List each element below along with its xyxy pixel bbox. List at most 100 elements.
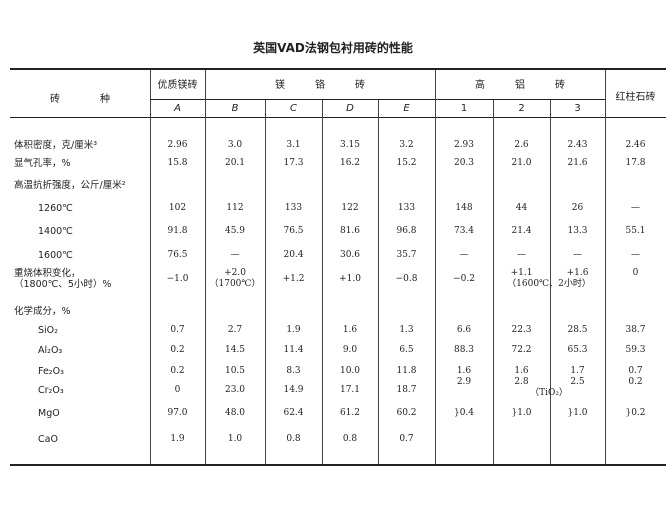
table-cell: 0.7 — [628, 366, 643, 376]
table-cell: +1.0 — [339, 274, 361, 284]
table-cell: 28.5 — [567, 325, 588, 335]
column-divider — [265, 100, 266, 464]
table-cell: 48.0 — [224, 408, 246, 418]
table-cell: 91.8 — [167, 226, 188, 236]
row-label: 高温抗折强度，公斤/厘米² — [14, 180, 126, 191]
header-subcolumn: D — [346, 103, 354, 114]
header-group: 红柱石砖 — [615, 92, 656, 103]
bottom-rule — [10, 464, 666, 466]
table-cell: 55.1 — [625, 226, 646, 236]
header-subcolumn: C — [290, 103, 297, 114]
table-cell: 18.7 — [396, 385, 417, 395]
cell-note: （TiO₂） — [530, 388, 568, 398]
table-cell: 133 — [284, 203, 303, 213]
table-cell: }0.2 — [625, 408, 646, 418]
row-label: 显气孔率，% — [14, 158, 71, 169]
table-cell: 97.0 — [167, 408, 188, 418]
table-cell: 2.9 — [456, 377, 472, 387]
header-subcolumn: 2 — [518, 103, 525, 114]
table-cell: — — [631, 203, 640, 213]
table-cell: 6.5 — [399, 345, 414, 355]
table-cell: 20.1 — [224, 158, 246, 168]
table-cell: 11.8 — [396, 366, 417, 376]
table-cell: 76.5 — [167, 250, 188, 260]
table-cell: 112 — [226, 203, 244, 213]
table-cell: +1.1 — [510, 268, 533, 278]
table-cell: 133 — [397, 203, 416, 213]
cell-note: （1700℃） — [209, 279, 261, 289]
table-cell: 21.0 — [511, 158, 532, 168]
header-subcolumn: 1 — [460, 103, 468, 114]
table-cell: 15.8 — [167, 158, 188, 168]
table-cell: 148 — [455, 203, 473, 213]
table-cell: 88.3 — [453, 345, 475, 355]
column-divider — [150, 70, 151, 464]
header-subcolumn: 3 — [574, 103, 581, 114]
table-cell: — — [631, 250, 640, 260]
row-label: SiO₂ — [38, 325, 58, 336]
table-cell: — — [517, 250, 526, 260]
table-cell: 17.3 — [283, 158, 304, 168]
table-cell: 1.0 — [227, 434, 243, 444]
table-cell: 102 — [168, 203, 187, 213]
table-cell: 3.2 — [399, 140, 414, 150]
table-cell: 59.3 — [625, 345, 646, 355]
header-bottom-rule — [10, 117, 666, 118]
row-label: 1260℃ — [38, 203, 73, 214]
table-cell: 2.93 — [453, 140, 475, 150]
table-cell: 76.5 — [283, 226, 304, 236]
column-divider — [605, 70, 606, 464]
table-cell: 0.7 — [170, 325, 185, 335]
table-cell: +2.0 — [224, 268, 246, 278]
table-cell: 1.6 — [342, 325, 358, 335]
table-cell: — — [230, 250, 240, 260]
table-cell: 81.6 — [339, 226, 361, 236]
row-label: 1600℃ — [38, 250, 73, 261]
table-cell: 3.0 — [227, 140, 243, 150]
table-cell: 2.6 — [514, 140, 529, 150]
table-title: 英国VAD法钢包衬用砖的性能 — [253, 41, 413, 55]
table-cell: −1.0 — [166, 274, 189, 284]
table-cell: −0.8 — [395, 274, 418, 284]
table-cell: 26 — [571, 203, 584, 213]
header-group: 优质镁砖 — [157, 80, 198, 91]
row-label: 1400℃ — [38, 226, 73, 237]
table-cell: 35.7 — [396, 250, 417, 260]
column-divider — [435, 70, 436, 464]
row-label: CaO — [38, 434, 58, 445]
table-cell: 0 — [174, 385, 181, 395]
table-cell: 23.0 — [224, 385, 246, 395]
table-cell: 3.1 — [286, 140, 301, 150]
table-cell: }1.0 — [567, 408, 588, 418]
table-cell: 21.6 — [567, 158, 588, 168]
table-cell: 3.15 — [339, 140, 361, 150]
table-cell: 2.43 — [567, 140, 588, 150]
header-group: 高 铝 砖 — [475, 80, 565, 91]
table-cell: 1.7 — [570, 366, 585, 376]
table-cell: 65.3 — [567, 345, 588, 355]
row-label: 体积密度，克/厘米³ — [14, 140, 98, 151]
column-divider — [493, 100, 494, 464]
row-label: 化学成分，% — [14, 306, 71, 317]
row-label-sub: （1800℃、5小时）% — [14, 279, 112, 290]
row-label: MgO — [38, 408, 60, 419]
table-cell: 21.4 — [511, 226, 532, 236]
table-cell: 17.1 — [339, 385, 361, 395]
cell-note: （1600℃、2小时） — [507, 279, 591, 289]
row-label: Al₂O₃ — [38, 345, 63, 356]
table-cell: +1.2 — [282, 274, 305, 284]
header-subcolumn: E — [403, 103, 410, 114]
table-cell: 10.0 — [339, 366, 361, 376]
table-cell: 17.8 — [625, 158, 646, 168]
table-cell: 2.46 — [625, 140, 646, 150]
table-cell: 45.9 — [224, 226, 246, 236]
column-divider — [322, 100, 323, 464]
header-subcolumn: A — [174, 103, 181, 114]
header-row-label: 砖 种 — [50, 94, 110, 105]
table-cell: }0.4 — [453, 408, 475, 418]
column-divider — [550, 100, 551, 464]
column-divider — [205, 70, 206, 464]
table-cell: — — [459, 250, 469, 260]
table-cell: 122 — [341, 203, 359, 213]
